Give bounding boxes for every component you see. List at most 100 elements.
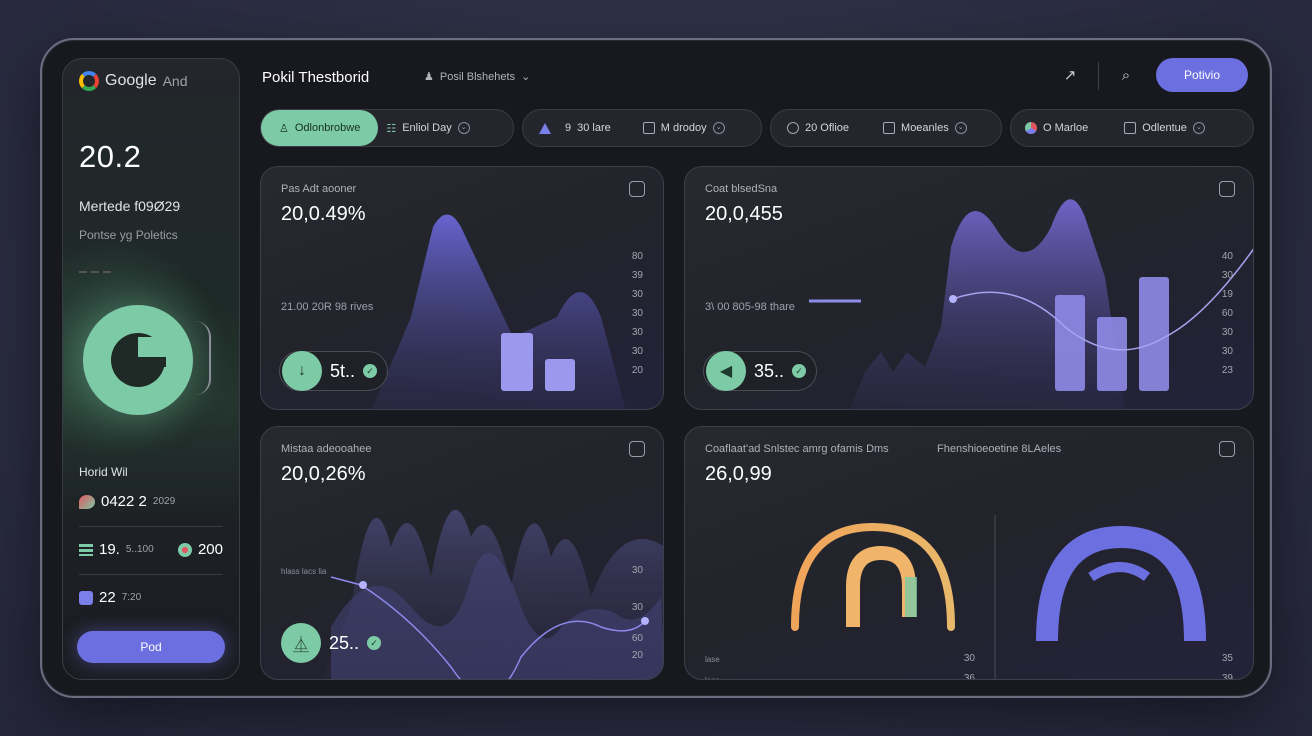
filter-prefix: 9 [565,122,572,134]
leaf-icon [79,494,95,509]
stat-pill[interactable]: ⏅ 25.. ✓ [279,623,391,663]
filter-group-3: 20 Oflioe Moeanles ⌄ [770,109,1002,147]
card-value: 20,0.49% [281,203,366,225]
gauge-accent [905,577,917,617]
tick-label: 30 [631,289,643,300]
filter-pill[interactable]: Odlentue ⌄ [1124,122,1205,134]
filter-label: Enliol Day [402,122,452,134]
chevron-down-icon: ⌄ [457,122,470,134]
breadcrumb[interactable]: ♟ Posil Blshehets ⌄ [424,70,530,84]
list-item[interactable]: 0422 2 2029 [79,493,223,510]
tick-label: 30 [631,308,643,319]
triangle-icon [539,122,551,134]
megaphone-icon: ◀ [706,351,746,391]
menu-icon[interactable] [1219,441,1235,457]
tick-label: 39 [631,270,643,281]
row-value: 0422 2 [101,493,147,510]
flower-icon [177,542,192,557]
tick-label: 35 [1221,653,1233,664]
filter-pill[interactable]: M drodoy ⌄ [642,122,725,134]
card-value: 20,0,455 [705,203,783,225]
primary-button[interactable]: Potivio [1156,58,1248,92]
card-title-2: Fhenshioeoetine 8LAeles [937,443,1062,455]
doc-icon [883,122,896,134]
list-item[interactable]: 22 7:20 [79,589,223,606]
menu-icon[interactable] [1219,181,1235,197]
sidebar-subtitle: Mertede f09Ø29 [79,198,181,214]
card-title: Coat blsedSna [705,183,778,195]
filter-pill-active[interactable]: ♙ Odlonbrobwe [261,110,379,146]
stack-icon [79,543,93,556]
metric-card-4[interactable]: Coaflaat'ad Snlstec amrg ofamis Dms Fhen… [684,426,1254,680]
gauge-arc [1036,525,1206,642]
tick-label: 19 [1221,289,1233,300]
filter-label: M drodoy [660,122,707,134]
list-item[interactable]: 19. 5..100 200 [79,541,223,558]
tick-label: 39 [1221,673,1233,680]
brand-name: Google [105,72,157,89]
filter-label: Odlonbrobwe [294,122,361,134]
card-value: 20,0,26% [281,463,366,485]
filter-label: O Marloe [1043,122,1089,134]
filter-label: Moeanles [901,122,949,134]
filter-pill[interactable]: 9 30 lare [539,122,611,134]
metric-card-2[interactable]: Coat blsedSna 20,0,455 3\ 00 805-98 thar… [684,166,1254,410]
tick-label: 30 [1221,346,1233,357]
pin-icon: ↓ [282,351,322,391]
line-series [330,576,646,679]
check-icon: ✓ [363,364,378,378]
card-title: Mistaa adeooahee [281,443,372,455]
tick-label: 20 [631,365,643,376]
filter-pill[interactable]: 20 Oflioe [787,122,849,134]
tick-label: 40 [1221,251,1233,262]
search-icon[interactable]: ⌕ [1121,67,1131,84]
card-title: Pas Adt aooner [281,183,357,195]
tick-labels: 60 20 [632,633,643,661]
gear-icon [787,122,799,134]
card-caption: 21.00 20R 98 rives [281,301,374,313]
gauge-arc-inner [846,545,916,627]
filter-group-4: O Marloe Odlentue ⌄ [1010,109,1254,147]
tick-label: 36 [963,673,975,680]
wave-chart [321,509,663,679]
square-icon [79,590,93,605]
tick-labels-right: 35 39 26 [1221,653,1233,680]
filter-label: 30 lare [577,122,611,134]
tick-label: 80 [631,251,643,262]
row-value: 19. [99,541,120,558]
filter-pill[interactable]: Moeanles ⌄ [883,122,967,134]
divider [79,526,223,527]
menu-icon[interactable] [629,181,645,197]
stat-value: 35.. [754,360,785,381]
filter-label: Odlentue [1142,122,1187,134]
row-small: 7:20 [121,592,142,603]
breadcrumb-label: Posil Blshehets [439,70,516,83]
bar [1055,295,1085,391]
chevron-down-icon: ⌄ [954,122,967,134]
person-icon: ♟ [424,71,434,83]
tick-label: 30 [1221,327,1233,338]
sidebar-section-title: Horid Wil [79,465,128,479]
axis-label: lase [705,676,720,679]
gauge-charts [791,515,1206,679]
row-small: 2029 [152,496,176,507]
area-chart [371,214,626,409]
pod-button[interactable]: Pod [77,631,225,663]
filter-pill[interactable]: ☷ Enliol Day ⌄ [386,122,470,135]
tool-icon: ⏅ [281,623,321,663]
stat-pill[interactable]: ↓ 5t.. ✓ [279,351,389,391]
metric-card-1[interactable]: Pas Adt aooner 20,0.49% 21.00 20R 98 riv… [260,166,664,410]
row-value: 22 [99,589,116,606]
gauge-needle [1088,562,1151,582]
area-series [371,214,626,409]
metric-card-3[interactable]: Mistaa adeooahee 20,0,26% hlass lacs lia… [260,426,664,680]
brand[interactable]: Google And [79,71,188,91]
filter-pill[interactable]: O Marloe [1025,122,1088,134]
line-series [952,248,1253,351]
tick-label: 30 [1221,270,1233,281]
expand-icon[interactable]: ↗ [1063,67,1077,84]
tick-labels: 40 30 19 60 30 30 23 [1222,251,1233,376]
stat-pill[interactable]: ◀ 35.. ✓ [703,351,818,391]
menu-icon[interactable] [629,441,645,457]
axis-label: lase [705,655,720,664]
